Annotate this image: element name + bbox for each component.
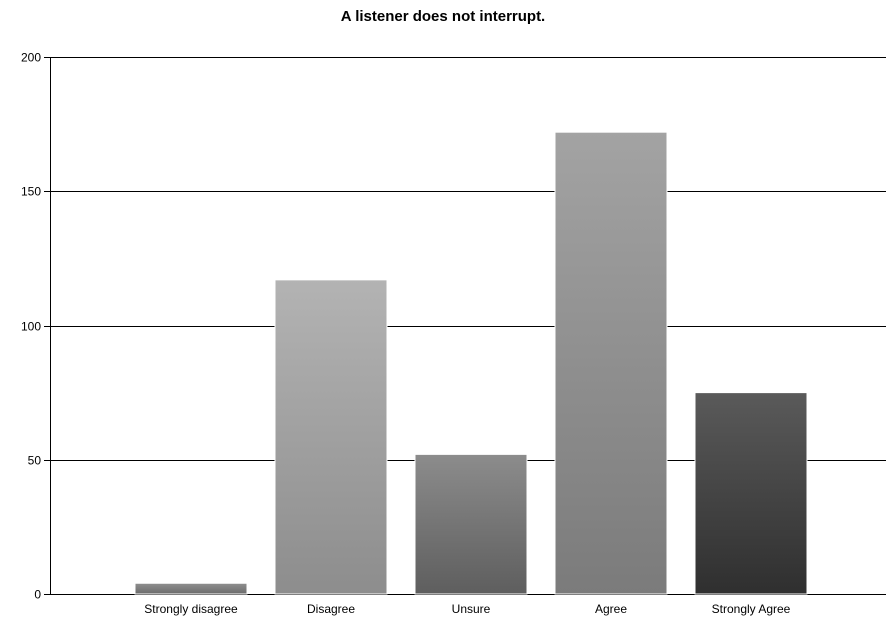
y-tick-label: 100 <box>21 320 41 334</box>
x-tick-label: Unsure <box>452 602 491 616</box>
bar-strongly-disagree <box>134 582 248 595</box>
y-tick-label: 50 <box>28 454 42 468</box>
x-tick-label: Agree <box>595 602 627 616</box>
x-tick-label: Disagree <box>307 602 355 616</box>
bar-disagree <box>274 279 388 595</box>
x-tick-label: Strongly Agree <box>712 602 791 616</box>
axes: 0 50 100 150 200 Strongly disagree Disagree Uns… <box>21 51 791 617</box>
x-tick-label: Strongly disagree <box>144 602 238 616</box>
chart-title: A listener does not interrupt. <box>340 8 546 25</box>
y-tick-label: 200 <box>21 51 41 65</box>
bars <box>134 131 808 595</box>
bar-unsure <box>414 453 528 595</box>
y-tick-label: 0 <box>34 588 41 602</box>
y-tick-label: 150 <box>21 185 41 199</box>
bar-agree <box>554 131 668 595</box>
bar-strongly-agree <box>694 392 808 595</box>
